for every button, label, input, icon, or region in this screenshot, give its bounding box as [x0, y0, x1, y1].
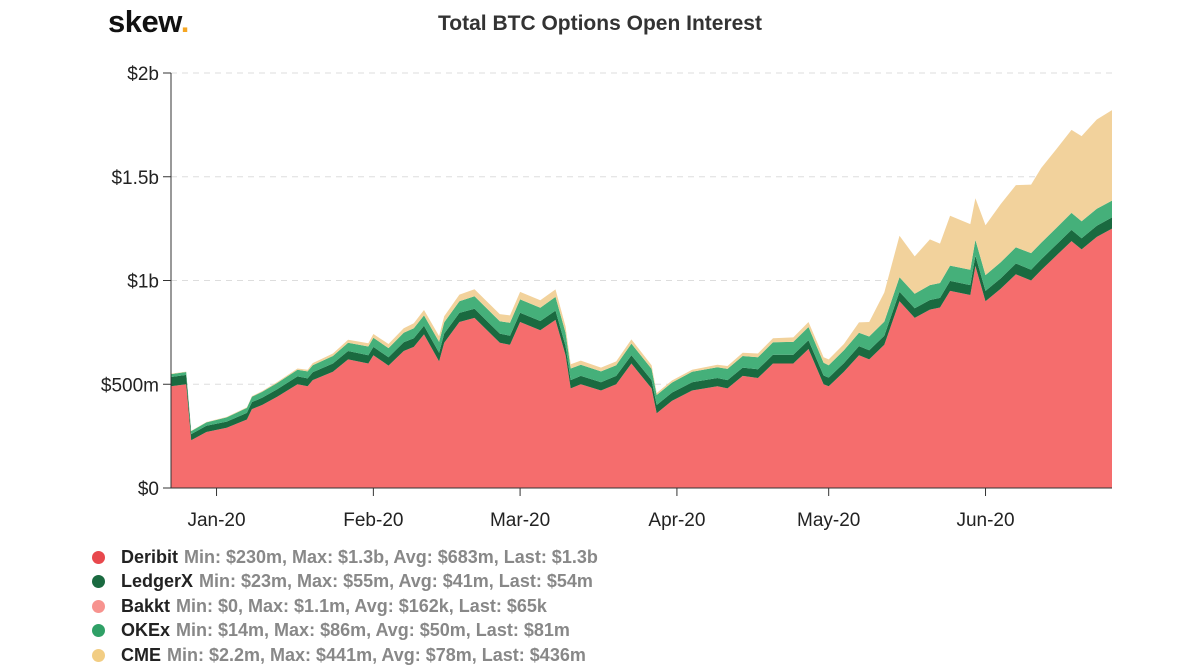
axis-layer: $0 $500m $1b $1.5b $2b Jan-20 Feb-20 Mar-20 Apr-… — [101, 64, 1112, 531]
legend-item-deribit[interactable]: Deribit Min: $230m, Max: $1.3b, Avg: $683… — [92, 545, 598, 570]
legend-dot-icon — [92, 550, 105, 564]
x-tick-label: Jan-20 — [187, 510, 245, 531]
y-tick-label: $2b — [127, 64, 159, 85]
x-tick-label: May-20 — [797, 510, 860, 531]
legend-series-stats: Min: $14m, Max: $86m, Avg: $50m, Last: $… — [176, 620, 570, 641]
legend: Deribit Min: $230m, Max: $1.3b, Avg: $683… — [92, 545, 598, 668]
legend-series-stats: Min: $23m, Max: $55m, Avg: $41m, Last: $… — [199, 571, 593, 592]
chart-title: Total BTC Options Open Interest — [438, 12, 762, 35]
legend-series-stats: Min: $0, Max: $1.1m, Avg: $162k, Last: $… — [176, 595, 547, 616]
y-tick-label: $500m — [101, 375, 159, 396]
legend-dot-icon — [92, 575, 105, 589]
x-tick-label: Mar-20 — [490, 510, 550, 531]
legend-series-name: CME — [121, 644, 161, 665]
legend-item-bakkt[interactable]: Bakkt Min: $0, Max: $1.1m, Avg: $162k, La… — [92, 594, 598, 619]
area-cme — [171, 110, 1112, 432]
area-layer — [171, 110, 1112, 488]
legend-series-name: LedgerX — [121, 571, 194, 592]
legend-dot-icon — [92, 648, 105, 662]
legend-item-ledgerx[interactable]: LedgerX Min: $23m, Max: $55m, Avg: $41m, … — [92, 570, 598, 595]
legend-series-stats: Min: $230m, Max: $1.3b, Avg: $683m, Last… — [184, 546, 598, 567]
x-tick-label: Apr-20 — [648, 510, 705, 531]
legend-series-name: Deribit — [121, 546, 179, 567]
legend-item-cme[interactable]: CME Min: $2.2m, Max: $441m, Avg: $78m, La… — [92, 643, 598, 668]
legend-item-okex[interactable]: OKEx Min: $14m, Max: $86m, Avg: $50m, Las… — [92, 619, 598, 644]
x-tick-label: Feb-20 — [343, 510, 403, 531]
logo-text: skew — [108, 4, 181, 39]
legend-series-name: OKEx — [121, 620, 171, 641]
skew-logo: skew. — [108, 4, 189, 40]
area-deribit — [171, 228, 1112, 488]
chart-svg: $0 $500m $1b $1.5b $2b Jan-20 Feb-20 Mar-20 Apr-… — [101, 64, 1112, 531]
legend-dot-icon — [92, 624, 105, 638]
x-tick-label: Jun-20 — [956, 510, 1014, 531]
logo-dot: . — [180, 4, 190, 39]
y-tick-label: $1b — [127, 272, 159, 293]
y-tick-label: $0 — [138, 479, 159, 500]
legend-series-name: Bakkt — [121, 595, 171, 616]
legend-dot-icon — [92, 599, 105, 613]
legend-series-stats: Min: $2.2m, Max: $441m, Avg: $78m, Last:… — [167, 644, 586, 665]
y-tick-label: $1.5b — [111, 168, 159, 189]
